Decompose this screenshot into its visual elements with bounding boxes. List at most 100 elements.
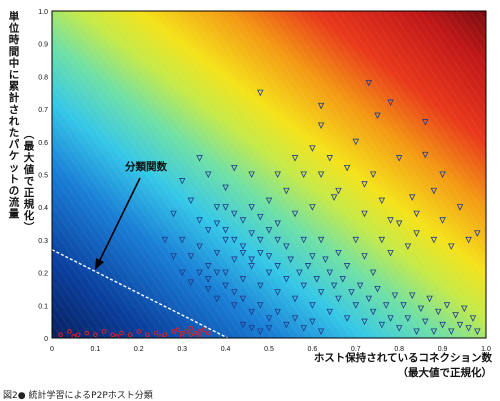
data-point-triangle [231, 164, 238, 172]
data-point-triangle [365, 79, 373, 87]
data-point-triangle [378, 236, 386, 244]
data-point-triangle [291, 155, 299, 162]
data-point-triangle [187, 279, 195, 286]
data-point-triangle [369, 171, 377, 178]
x-tick-label: 0.9 [438, 346, 448, 353]
data-point-triangle [335, 249, 342, 257]
data-point-triangle [395, 325, 403, 332]
data-point-triangle [439, 321, 446, 329]
x-tick-label: 0.4 [221, 346, 231, 353]
data-point-triangle [339, 276, 347, 283]
data-point-triangle [421, 318, 429, 326]
y-axis-label-char: 計 [9, 91, 20, 104]
data-point-triangle [257, 214, 264, 221]
data-point-triangle [361, 318, 368, 326]
x-tick-label: 0 [50, 346, 54, 353]
y-axis-label-char: 間 [9, 46, 20, 58]
data-point-triangle [213, 269, 221, 277]
data-point-triangle [400, 302, 407, 309]
data-point-circle [184, 329, 189, 334]
data-point-triangle [421, 119, 429, 126]
data-point-triangle [239, 249, 247, 257]
data-point-triangle [326, 308, 334, 316]
data-point-triangle [309, 204, 316, 211]
y-tick-label: 0.6 [38, 140, 48, 147]
data-point-triangle [248, 204, 255, 211]
data-point-circle [145, 332, 150, 338]
data-point-triangle [248, 325, 255, 332]
data-point-circle [67, 329, 72, 334]
data-point-circle [101, 329, 107, 334]
data-point-circle [188, 332, 194, 338]
x-tick-label: 0.6 [308, 346, 318, 353]
data-point-triangle [326, 269, 334, 277]
data-point-triangle [222, 269, 229, 277]
y-axis-label-char: ケ [9, 150, 20, 162]
data-point-triangle [343, 164, 351, 172]
x-tick-label: 0.5 [264, 346, 274, 353]
data-point-triangle [204, 263, 212, 270]
data-point-triangle [248, 230, 255, 237]
data-point-triangle [287, 256, 294, 264]
data-point-triangle [161, 236, 169, 244]
data-point-triangle [196, 243, 203, 250]
y-axis-label-char: 規 [24, 198, 35, 211]
y-tick-label: 0.7 [38, 107, 48, 114]
data-point-triangle [317, 171, 325, 178]
data-point-circle [127, 332, 133, 338]
y-axis-label-char: さ [9, 104, 20, 116]
data-point-triangle [196, 217, 203, 224]
plot-contours [52, 11, 486, 338]
data-point-triangle [204, 285, 212, 293]
data-point-triangle [274, 236, 281, 244]
data-point-triangle [231, 236, 238, 244]
data-point-triangle [439, 171, 446, 178]
data-point-triangle [387, 249, 394, 257]
data-point-triangle [448, 243, 455, 250]
data-point-triangle [274, 171, 281, 178]
x-axis-label-line1: ホスト保持されているコネクション数 [314, 351, 493, 364]
data-point-triangle [231, 289, 238, 296]
data-point-circle [197, 334, 202, 338]
data-point-triangle [374, 285, 381, 293]
y-axis-label-char: れ [9, 115, 20, 127]
data-point-triangle [239, 243, 247, 250]
y-tick-label: 0.3 [38, 238, 48, 245]
data-point-triangle [326, 155, 334, 162]
data-point-triangle [239, 217, 247, 224]
data-point-triangle [382, 302, 390, 309]
data-point-triangle [404, 315, 412, 322]
y-axis-label-char: で [24, 175, 35, 187]
data-point-triangle [257, 282, 264, 290]
data-point-circle [188, 325, 194, 331]
data-point-triangle [178, 236, 186, 244]
data-point-triangle [317, 236, 325, 244]
data-point-triangle [239, 321, 247, 329]
y-tick-label: 0.5 [38, 173, 48, 180]
y-axis-label-char: 量 [9, 207, 20, 220]
data-point-triangle [300, 171, 307, 178]
data-point-triangle [304, 263, 312, 270]
y-axis-label-char: 単 [9, 10, 20, 23]
data-point-triangle [283, 187, 290, 195]
data-point-triangle [222, 282, 229, 290]
data-point-circle [58, 332, 63, 338]
data-point-triangle [395, 155, 403, 162]
y-axis-label-char: 位 [9, 22, 20, 35]
data-point-triangle [178, 178, 186, 185]
data-point-triangle [374, 112, 381, 120]
data-point-triangle [265, 197, 273, 205]
data-point-circle [119, 330, 124, 336]
data-point-triangle [435, 308, 442, 316]
data-point-triangle [474, 230, 481, 237]
data-point-triangle [361, 181, 368, 188]
data-point-triangle [187, 253, 195, 260]
data-point-circle [136, 329, 142, 334]
data-point-triangle [170, 253, 177, 260]
data-point-triangle [378, 197, 386, 205]
data-point-triangle [348, 289, 355, 296]
y-tick-label: 1.0 [38, 9, 48, 16]
data-point-triangle [378, 321, 386, 329]
